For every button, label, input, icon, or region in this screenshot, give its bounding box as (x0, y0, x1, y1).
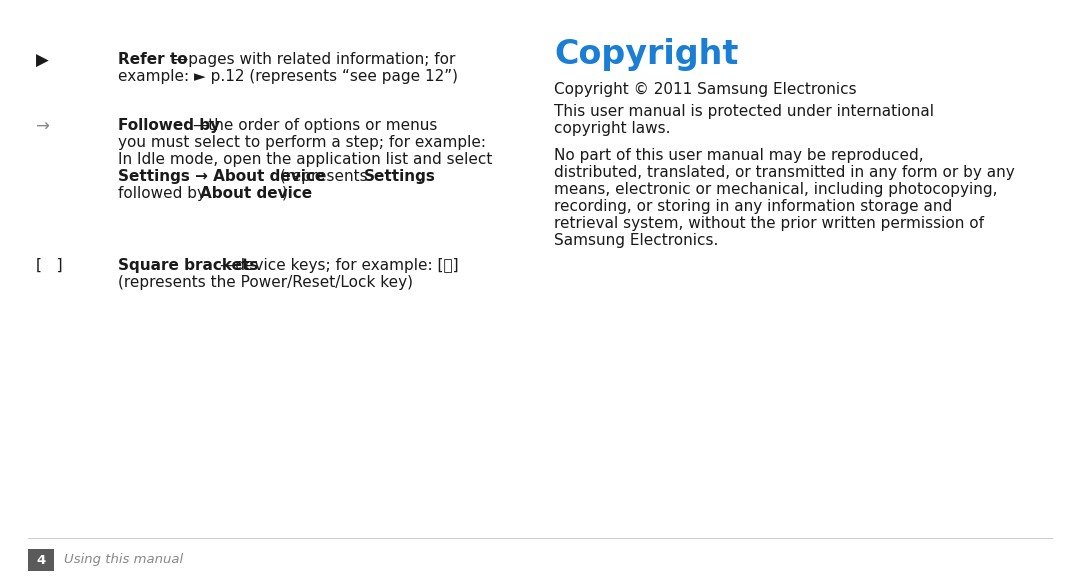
Text: recording, or storing in any information storage and: recording, or storing in any information… (554, 199, 953, 214)
Text: 4: 4 (37, 554, 45, 567)
Text: (represents: (represents (274, 169, 373, 184)
Bar (28, 549, 54, 571)
Text: distributed, translated, or transmitted in any form or by any: distributed, translated, or transmitted … (554, 165, 1015, 180)
Text: example: ► p.12 (represents “see page 12”): example: ► p.12 (represents “see page 12… (118, 69, 458, 84)
Text: you must select to perform a step; for example:: you must select to perform a step; for e… (118, 135, 486, 150)
Text: means, electronic or mechanical, including photocopying,: means, electronic or mechanical, includi… (554, 182, 998, 197)
Text: copyright laws.: copyright laws. (554, 121, 671, 136)
Text: No part of this user manual may be reproduced,: No part of this user manual may be repro… (554, 148, 923, 163)
Text: Refer to: Refer to (118, 52, 188, 67)
Text: Samsung Electronics.: Samsung Electronics. (554, 233, 718, 248)
Text: About device: About device (200, 186, 312, 201)
Text: (represents the Power/Reset/Lock key): (represents the Power/Reset/Lock key) (118, 275, 413, 290)
Text: followed by: followed by (118, 186, 211, 201)
Text: Copyright: Copyright (554, 38, 739, 71)
Text: ): ) (282, 186, 287, 201)
Text: [   ]: [ ] (36, 258, 63, 273)
Text: Settings: Settings (364, 169, 435, 184)
Text: —device keys; for example: [Ⓧ]: —device keys; for example: [Ⓧ] (220, 258, 459, 273)
Text: —pages with related information; for: —pages with related information; for (173, 52, 455, 67)
Text: ,: , (418, 169, 423, 184)
Text: Copyright © 2011 Samsung Electronics: Copyright © 2011 Samsung Electronics (554, 82, 856, 97)
Text: Square brackets: Square brackets (118, 258, 258, 273)
Text: Followed by: Followed by (118, 118, 220, 133)
Text: ▶: ▶ (36, 52, 49, 70)
Text: Settings → About device: Settings → About device (118, 169, 325, 184)
Text: →: → (35, 118, 49, 136)
Text: —the order of options or menus: —the order of options or menus (193, 118, 437, 133)
Text: In Idle mode, open the application list and select: In Idle mode, open the application list … (118, 152, 492, 167)
Text: This user manual is protected under international: This user manual is protected under inte… (554, 104, 934, 119)
Text: retrieval system, without the prior written permission of: retrieval system, without the prior writ… (554, 216, 984, 231)
Text: Using this manual: Using this manual (64, 554, 184, 567)
